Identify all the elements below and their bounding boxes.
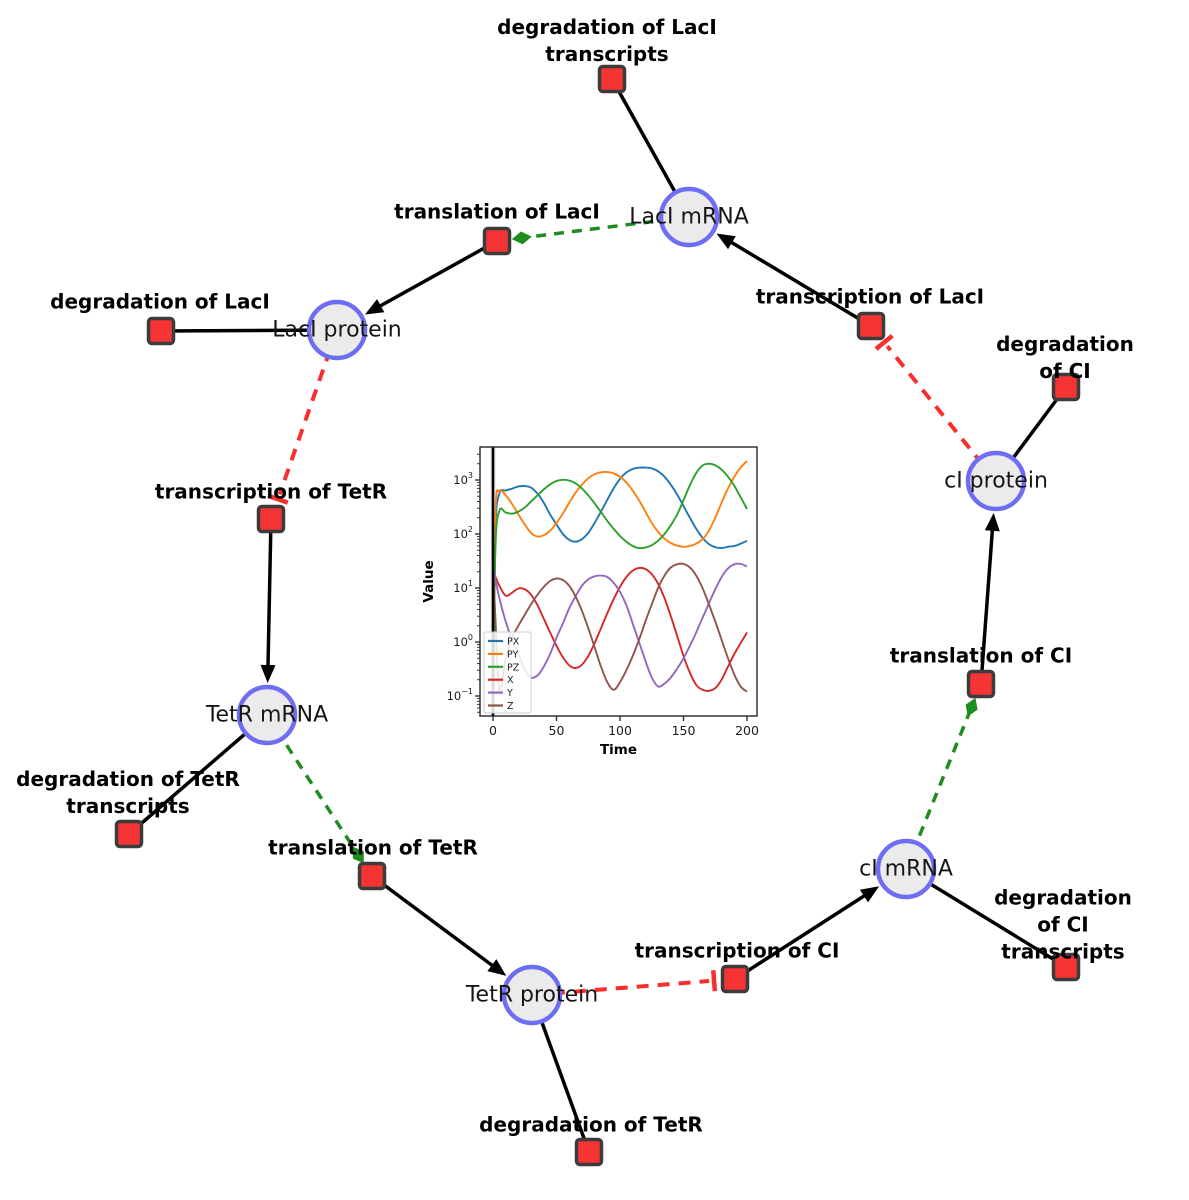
x-tick-label: 100: [608, 723, 632, 738]
x-axis-label: Time: [600, 742, 637, 758]
edge-laci_mrna-transl_laci-diamond-icon: [511, 231, 532, 245]
series-lines: [492, 460, 748, 697]
y-tick-label: 101: [453, 579, 473, 595]
series-line-PY: [492, 460, 748, 697]
series-line-PZ: [492, 462, 748, 697]
reaction-node-transl_tetr[interactable]: [357, 861, 387, 891]
edge-tc_laci-laci_mrna: [722, 236, 872, 328]
species-node-ci_mrna[interactable]: [875, 838, 937, 900]
species-node-tetr_mrna[interactable]: [236, 684, 298, 746]
x-tick-label: 0: [489, 723, 497, 738]
species-node-tetr_protein[interactable]: [501, 964, 563, 1026]
legend-label-Y: Y: [506, 688, 513, 699]
reaction-node-deg_tetr_tx[interactable]: [114, 819, 144, 849]
edge-ci_mrna-deg_ci_tx: [905, 867, 1067, 969]
x-tick-label: 150: [672, 723, 696, 738]
x-tick-label: 200: [735, 723, 759, 738]
edge-tetr_protein-tc_ci-tbar-icon: [710, 970, 718, 992]
edge-tetr_mrna-transl_tetr-diamond-icon: [352, 846, 364, 864]
edge-transl_tetr-tetr_protein-arrowhead-icon: [487, 959, 507, 976]
edge-tc_laci-laci_mrna-arrowhead-icon: [716, 233, 736, 250]
series-line-PX: [492, 466, 748, 697]
reaction-node-transl_laci[interactable]: [482, 226, 512, 256]
edge-transl_ci-ci_protein: [979, 520, 995, 685]
reaction-node-deg_laci[interactable]: [146, 316, 176, 346]
reaction-node-deg_laci_tx[interactable]: [597, 64, 627, 94]
legend-label-PX: PX: [507, 637, 520, 648]
species-node-laci_mrna[interactable]: [658, 186, 720, 248]
edge-transl_laci-laci_protein-arrowhead-icon: [364, 299, 385, 315]
inset-chart: 0 50 100 150 20010−1100101102103TimeValuePXP…: [421, 446, 759, 758]
edge-tc_tetr-tetr_mrna: [266, 518, 273, 676]
edge-tetr_mrna-deg_tetr_tx: [127, 713, 269, 836]
edge-laci_protein-tc_tetr-tbar-icon: [267, 493, 289, 505]
edge-transl_tetr-tetr_protein: [370, 874, 501, 973]
legend-label-PY: PY: [507, 649, 519, 660]
edge-tc_ci-ci_mrna: [734, 889, 874, 981]
reaction-node-tc_ci[interactable]: [720, 964, 750, 994]
species-node-laci_protein[interactable]: [306, 299, 368, 361]
edge-transl_laci-laci_protein: [371, 239, 498, 313]
edge-tc_ci-ci_mrna-arrowhead-icon: [859, 886, 880, 903]
reaction-node-tc_tetr[interactable]: [256, 504, 286, 534]
legend-label-Z: Z: [507, 701, 514, 712]
series-line-X: [492, 566, 748, 692]
edge-transl_ci-ci_protein-arrowhead-icon: [984, 512, 1000, 532]
y-tick-label: 102: [453, 525, 473, 541]
reaction-node-deg_ci_tx[interactable]: [1051, 952, 1081, 982]
series-line-Z: [492, 562, 748, 694]
reaction-node-deg_ci[interactable]: [1051, 372, 1081, 402]
edge-ci_mrna-transl_ci-diamond-icon: [965, 697, 978, 717]
reaction-node-tc_laci[interactable]: [856, 311, 886, 341]
reaction-node-transl_ci[interactable]: [966, 669, 996, 699]
plot-frame: [479, 446, 758, 717]
y-axis-label: Value: [421, 560, 437, 602]
species-node-ci_protein[interactable]: [965, 450, 1027, 512]
edge-tc_tetr-tetr_mrna-arrowhead-icon: [260, 664, 276, 684]
legend-label-PZ: PZ: [507, 662, 520, 673]
legend-label-X: X: [507, 675, 514, 686]
reaction-node-deg_tetr[interactable]: [574, 1137, 604, 1167]
y-tick-label: 10−1: [447, 687, 473, 703]
edge-ci_protein-tc_laci-tbar-icon: [874, 334, 894, 351]
y-tick-label: 100: [453, 633, 473, 649]
y-tick-label: 103: [453, 471, 473, 487]
nodes-layer: [114, 64, 1081, 1167]
x-tick-label: 50: [549, 723, 565, 738]
